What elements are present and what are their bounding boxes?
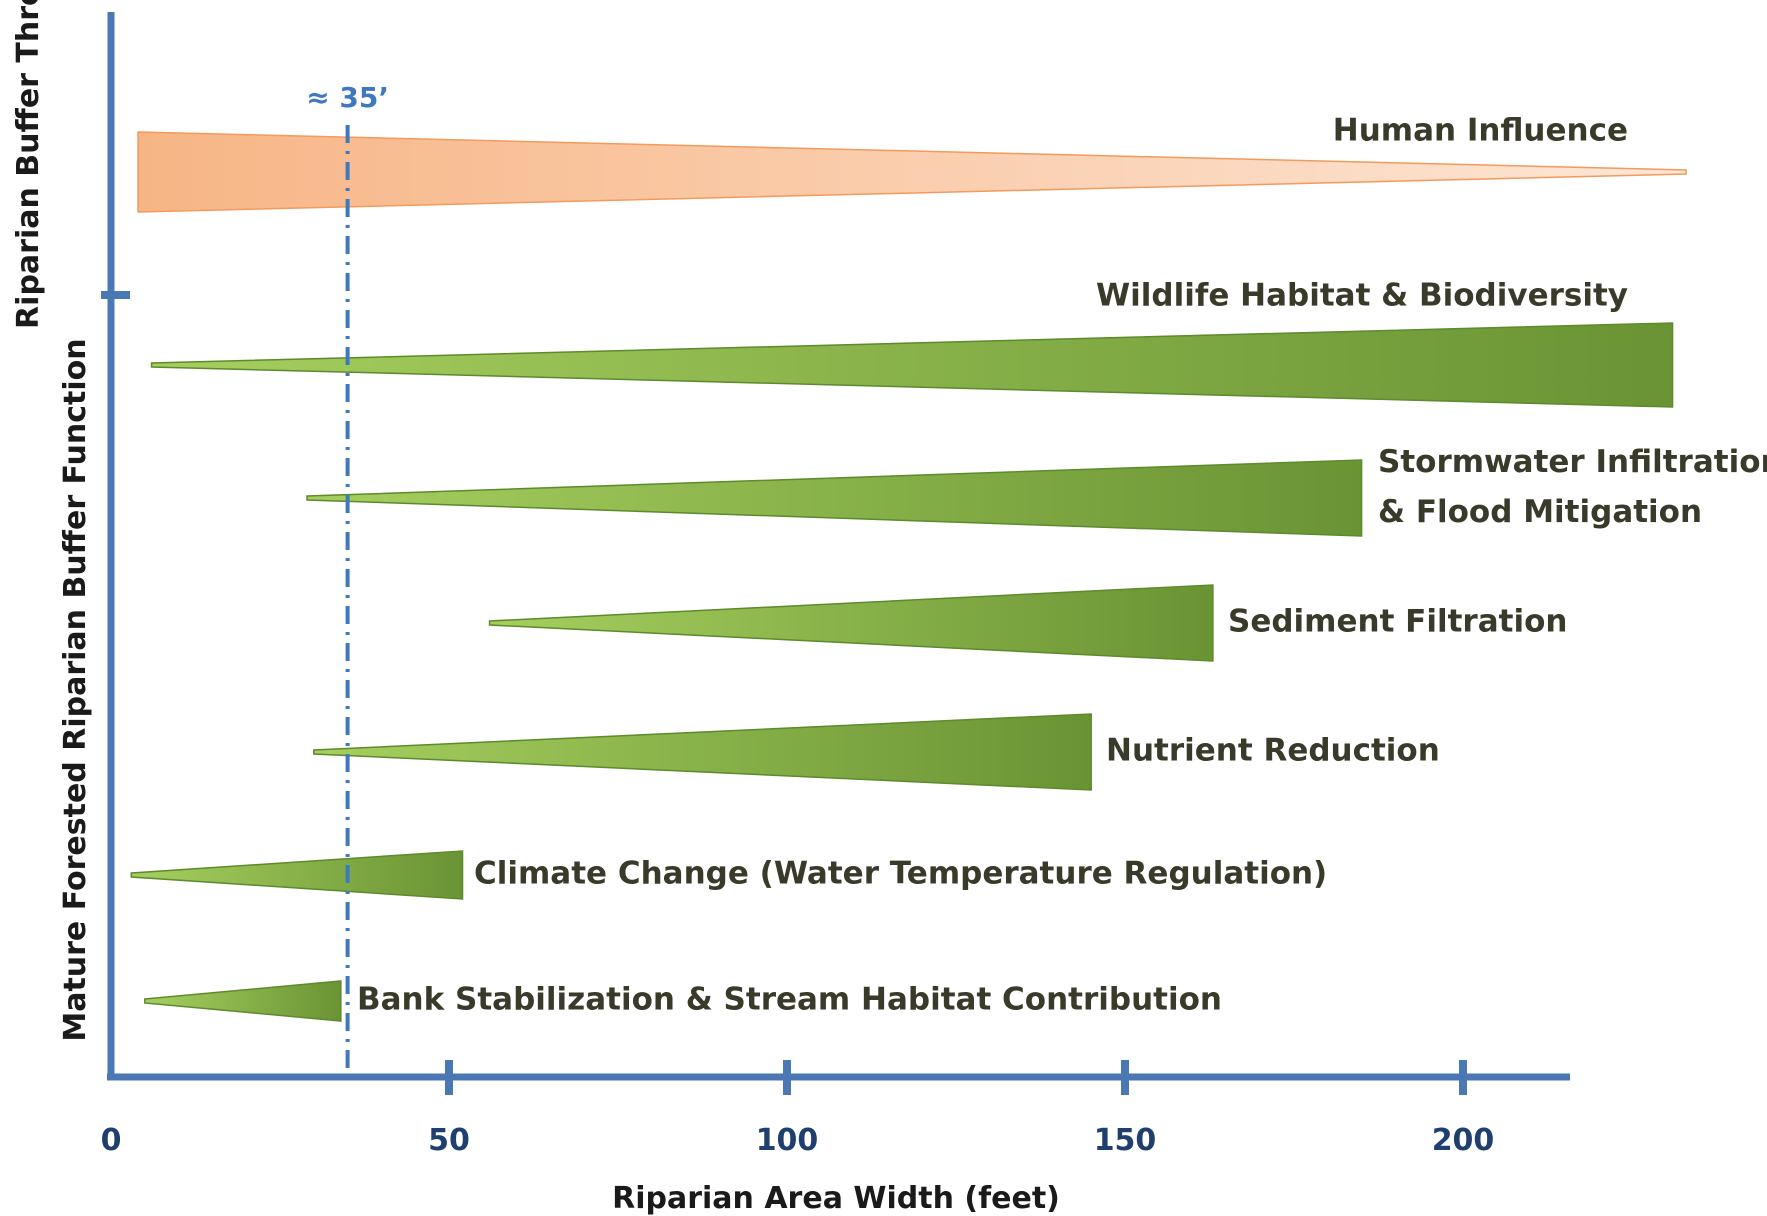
wedge-2: [150, 322, 1674, 408]
wedge-3: [306, 459, 1363, 537]
x-tick-label: 100: [756, 1123, 819, 1158]
series-label-4: Sediment Filtration: [1228, 604, 1567, 640]
y-axis-title-function: Mature Forested Riparian Buffer Function: [58, 338, 93, 1041]
series-label-1: Human Influence: [1333, 113, 1628, 149]
reference-line-label: ≈ 35’: [306, 81, 389, 114]
series-label-line: Stormwater Infiltration: [1378, 444, 1767, 480]
series-label-3: Stormwater Infiltration & Flood Mitigatio…: [1378, 444, 1767, 530]
wedge-6: [130, 850, 464, 900]
wedge-1: [137, 131, 1687, 213]
series-label-line: & Flood Mitigation: [1378, 494, 1702, 530]
x-tick-label: 50: [428, 1123, 470, 1158]
wedge-5: [313, 713, 1092, 791]
series-label-2: Wildlife Habitat & Biodiversity: [1096, 278, 1628, 314]
x-axis-title: Riparian Area Width (feet): [612, 1181, 1060, 1216]
wedge-4: [488, 584, 1214, 662]
x-axis-ticks: 0 50 100 150 200: [101, 1060, 1495, 1158]
wedge-layer: [130, 131, 1687, 1022]
x-tick-label: 0: [101, 1123, 122, 1158]
wedge-7: [144, 980, 342, 1022]
series-label-7: Bank Stabilization & Stream Habitat Cont…: [357, 982, 1222, 1018]
series-label-6: Climate Change (Water Temperature Regula…: [474, 856, 1327, 892]
series-label-5: Nutrient Reduction: [1106, 733, 1440, 769]
y-axis-title-threat: Riparian Buffer Threat: [11, 0, 46, 329]
series-labels: Human Influence Wildlife Habitat & Biodiv…: [357, 113, 1767, 1018]
x-tick-label: 150: [1094, 1123, 1157, 1158]
x-tick-label: 200: [1432, 1123, 1495, 1158]
